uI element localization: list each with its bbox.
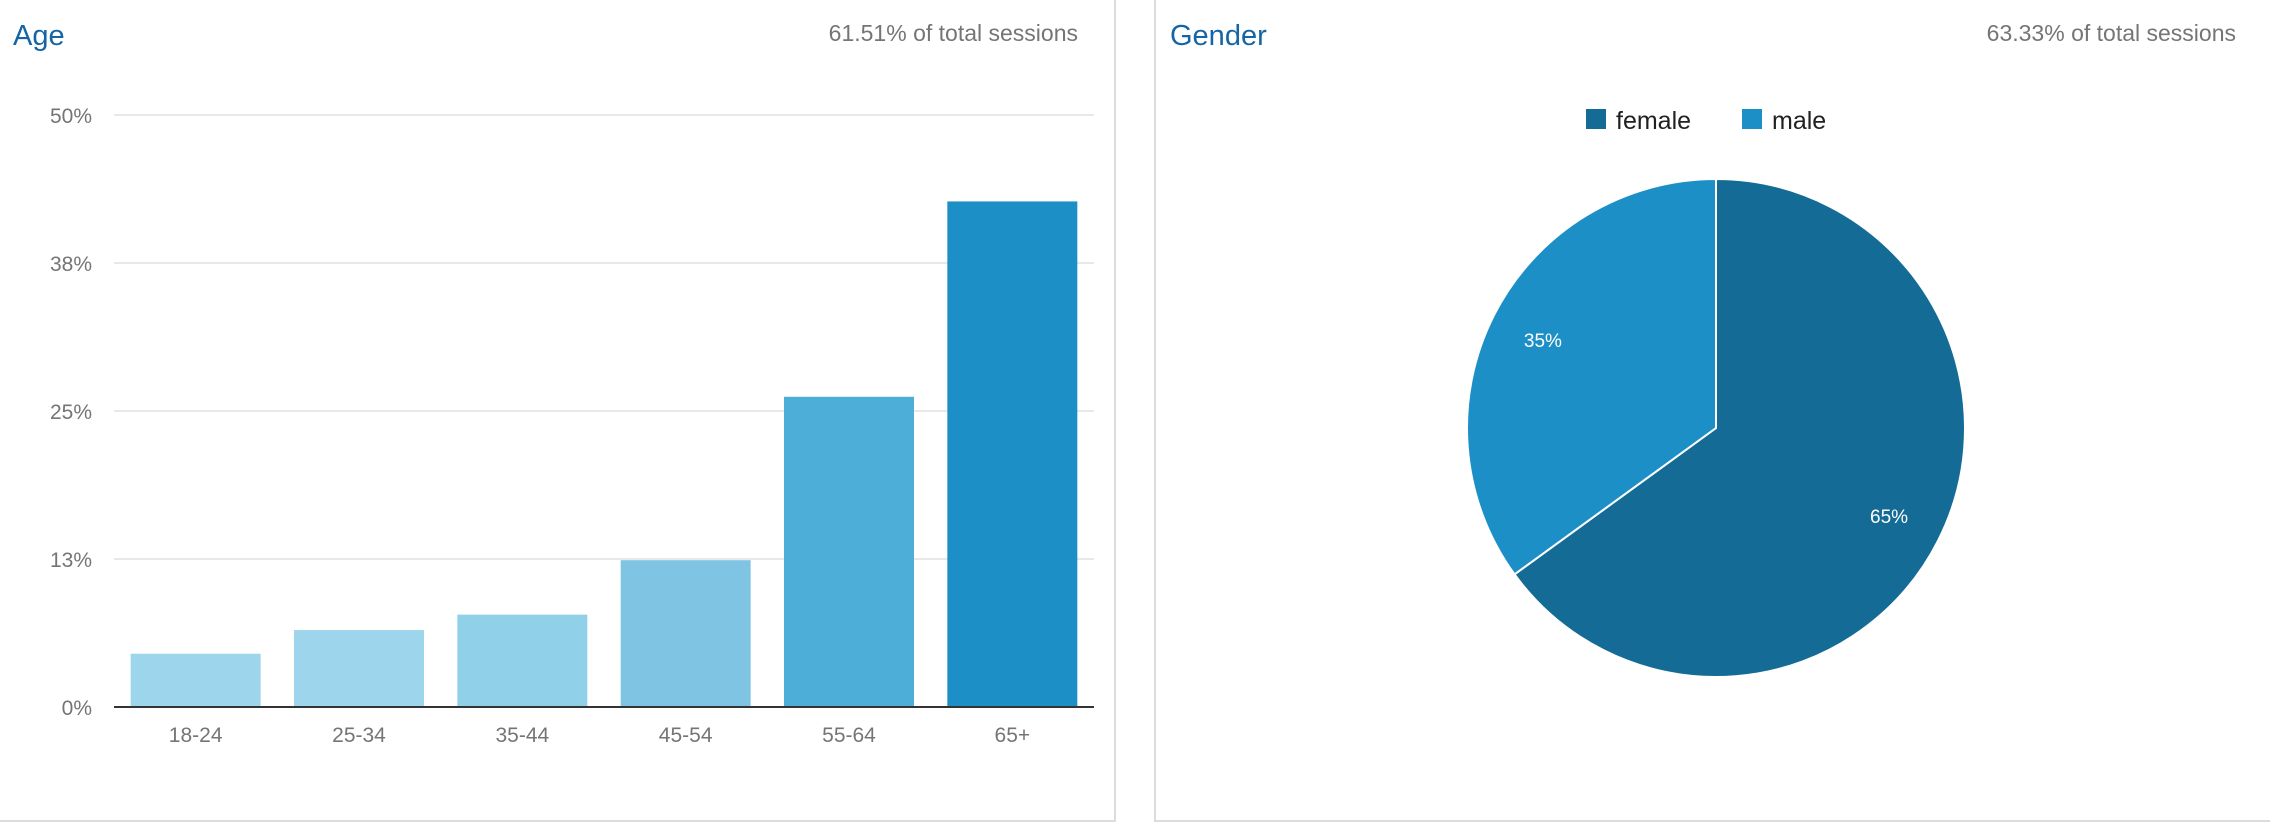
- bar-65+[interactable]: [947, 201, 1078, 707]
- pie-label-male: 35%: [1524, 331, 1562, 352]
- pie-slice-female[interactable]: [1513, 177, 1966, 678]
- panel-gap: [1116, 0, 1154, 824]
- x-tick-label: 55-64: [822, 724, 876, 747]
- legend-label-female[interactable]: female: [1616, 107, 1691, 135]
- x-tick-label: 65+: [995, 724, 1031, 747]
- legend-swatch-female: [1586, 109, 1606, 129]
- age-panel: Age 61.51% of total sessions 0% 13% 25% 38%…: [0, 0, 1116, 822]
- x-tick-label: 35-44: [495, 724, 549, 747]
- x-tick-label: 25-34: [332, 724, 386, 747]
- legend-label-male[interactable]: male: [1772, 107, 1826, 135]
- bar-18-24[interactable]: [130, 653, 261, 707]
- age-bar-chart: 0% 13% 25% 38% 50% 18-24 25-34 35-44 45-54 55-64 6…: [50, 105, 1094, 747]
- gender-title: Gender: [1170, 20, 1267, 52]
- x-tick-label: 45-54: [659, 724, 713, 747]
- pie-slice-male[interactable]: [1466, 177, 1717, 576]
- age-sessions-share: 61.51% of total sessions: [828, 20, 1078, 46]
- legend-swatch-male: [1742, 109, 1762, 129]
- gender-sessions-share: 63.33% of total sessions: [1986, 20, 2236, 46]
- bar-25-34[interactable]: [294, 630, 424, 707]
- y-tick-label: 13%: [50, 549, 92, 572]
- bar-55-64[interactable]: [784, 396, 914, 707]
- y-tick-label: 38%: [50, 253, 92, 276]
- pie-label-female: 65%: [1870, 507, 1908, 528]
- y-tick-label: 50%: [50, 105, 92, 128]
- y-tick-label: 25%: [50, 401, 92, 424]
- bar-35-44[interactable]: [457, 614, 588, 707]
- x-tick-label: 18-24: [169, 724, 223, 747]
- gender-panel: Gender 63.33% of total sessions female ma…: [1154, 0, 2270, 822]
- age-title: Age: [13, 20, 65, 52]
- y-tick-label: 0%: [62, 697, 92, 720]
- bar-45-54[interactable]: [620, 560, 751, 707]
- gender-pie-chart: female male 65% 35%: [1466, 107, 1966, 678]
